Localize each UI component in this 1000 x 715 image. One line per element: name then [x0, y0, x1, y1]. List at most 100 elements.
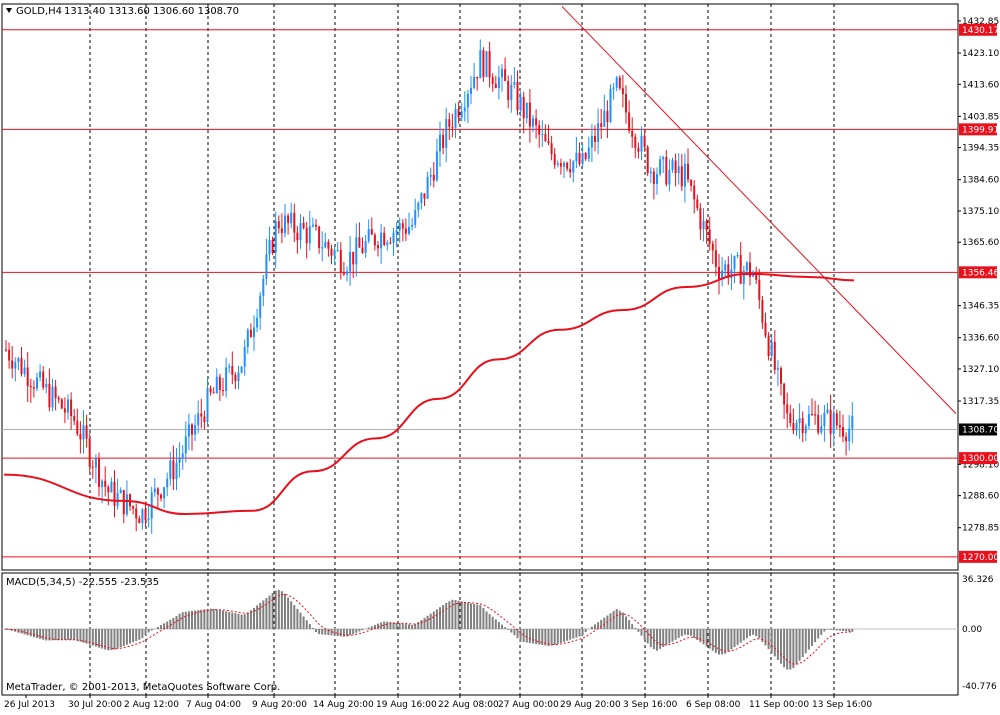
candle-body — [331, 249, 333, 256]
candle-body — [389, 243, 391, 244]
candle-body — [802, 418, 804, 433]
candle-body — [383, 233, 385, 245]
candle-body — [836, 413, 838, 425]
candle-body — [362, 248, 364, 253]
macd-bar — [399, 623, 401, 629]
macd-bar — [377, 624, 379, 629]
macd-bar — [489, 614, 491, 629]
macd-bar — [250, 610, 252, 629]
macd-bar — [188, 611, 190, 629]
candle-body — [526, 103, 528, 119]
macd-bar — [833, 629, 835, 630]
macd-bar — [207, 609, 209, 629]
macd-bar — [343, 629, 345, 637]
macd-bar — [33, 629, 35, 637]
y-tick-label: 1413.60 — [962, 80, 999, 90]
macd-bar — [135, 629, 137, 641]
macd-bar — [318, 629, 320, 634]
macd-bar — [830, 629, 832, 630]
candle-body — [138, 518, 140, 523]
candle-body — [548, 141, 550, 143]
macd-bar — [709, 629, 711, 649]
candle-body — [92, 467, 94, 468]
macd-bar — [213, 609, 215, 629]
macd-bar — [582, 629, 584, 635]
candle-body — [287, 216, 289, 223]
macd-bar — [287, 598, 289, 629]
macd-bar — [58, 629, 60, 640]
macd-bar — [603, 618, 605, 629]
candle-body — [86, 425, 88, 438]
macd-bar — [734, 629, 736, 647]
ohlc-label: 1313.40 1313.60 1306.60 1308.70 — [64, 6, 239, 17]
candle-body — [380, 233, 382, 249]
candle-body — [8, 350, 10, 361]
macd-bar — [296, 609, 298, 629]
macd-bar — [808, 629, 810, 650]
level-tag-label: 1300.00 — [962, 454, 999, 464]
candle-body — [563, 163, 565, 167]
candle-body — [774, 342, 776, 370]
candle-body — [36, 378, 38, 389]
candle-body — [690, 180, 692, 186]
macd-bar — [368, 628, 370, 629]
macd-bar — [482, 608, 484, 629]
candle-body — [619, 77, 621, 88]
candle-body — [284, 216, 286, 233]
macd-bar — [579, 629, 581, 636]
candle-body — [148, 519, 150, 521]
macd-bar — [650, 629, 652, 647]
macd-bar — [765, 629, 767, 646]
macd-bar — [312, 628, 314, 629]
macd-bar — [467, 603, 469, 629]
macd-bar — [241, 615, 243, 629]
candle-body — [591, 136, 593, 147]
macd-bar — [755, 629, 757, 636]
macd-bar — [805, 629, 807, 653]
candle-body — [104, 481, 106, 487]
candle-body — [414, 210, 416, 225]
candle-body — [61, 399, 63, 408]
macd-bar — [148, 629, 150, 632]
macd-bar — [529, 629, 531, 643]
candle-body — [141, 509, 143, 523]
candle-body — [420, 193, 422, 203]
candle-body — [281, 228, 283, 233]
macd-bar — [176, 616, 178, 629]
macd-bar — [402, 624, 404, 629]
macd-bar — [625, 616, 627, 629]
candle-body — [783, 384, 785, 405]
candle-body — [303, 223, 305, 228]
candle-body — [641, 136, 643, 152]
candle-body — [448, 119, 450, 127]
macd-bar — [424, 618, 426, 629]
macd-bar — [219, 610, 221, 629]
candle-body — [808, 414, 810, 426]
candle-body — [715, 250, 717, 267]
candle-body — [365, 241, 367, 253]
macd-bar — [182, 612, 184, 629]
macd-bar — [517, 629, 519, 638]
macd-bar — [61, 629, 63, 640]
candle-body — [163, 487, 165, 498]
candle-body — [110, 482, 112, 493]
macd-bar — [724, 629, 726, 654]
macd-bar — [495, 619, 497, 629]
candle-body — [665, 157, 667, 184]
current-price-label: 1308.70 — [962, 425, 999, 435]
candle-body — [114, 482, 116, 506]
macd-bar — [644, 629, 646, 640]
macd-bar — [132, 629, 134, 642]
candle-body — [296, 233, 298, 240]
candle-body — [792, 423, 794, 430]
candle-body — [67, 399, 69, 412]
candle-body — [207, 388, 209, 422]
macd-bar — [476, 605, 478, 629]
candle-body — [352, 252, 354, 265]
price-axis: 1432.851423.101413.601403.851394.351384.… — [958, 17, 999, 692]
candle-body — [681, 166, 683, 186]
macd-axis-label: 0.00 — [962, 625, 982, 635]
candle-body — [247, 330, 249, 347]
candle-body — [532, 118, 534, 126]
candle-body — [678, 166, 680, 173]
